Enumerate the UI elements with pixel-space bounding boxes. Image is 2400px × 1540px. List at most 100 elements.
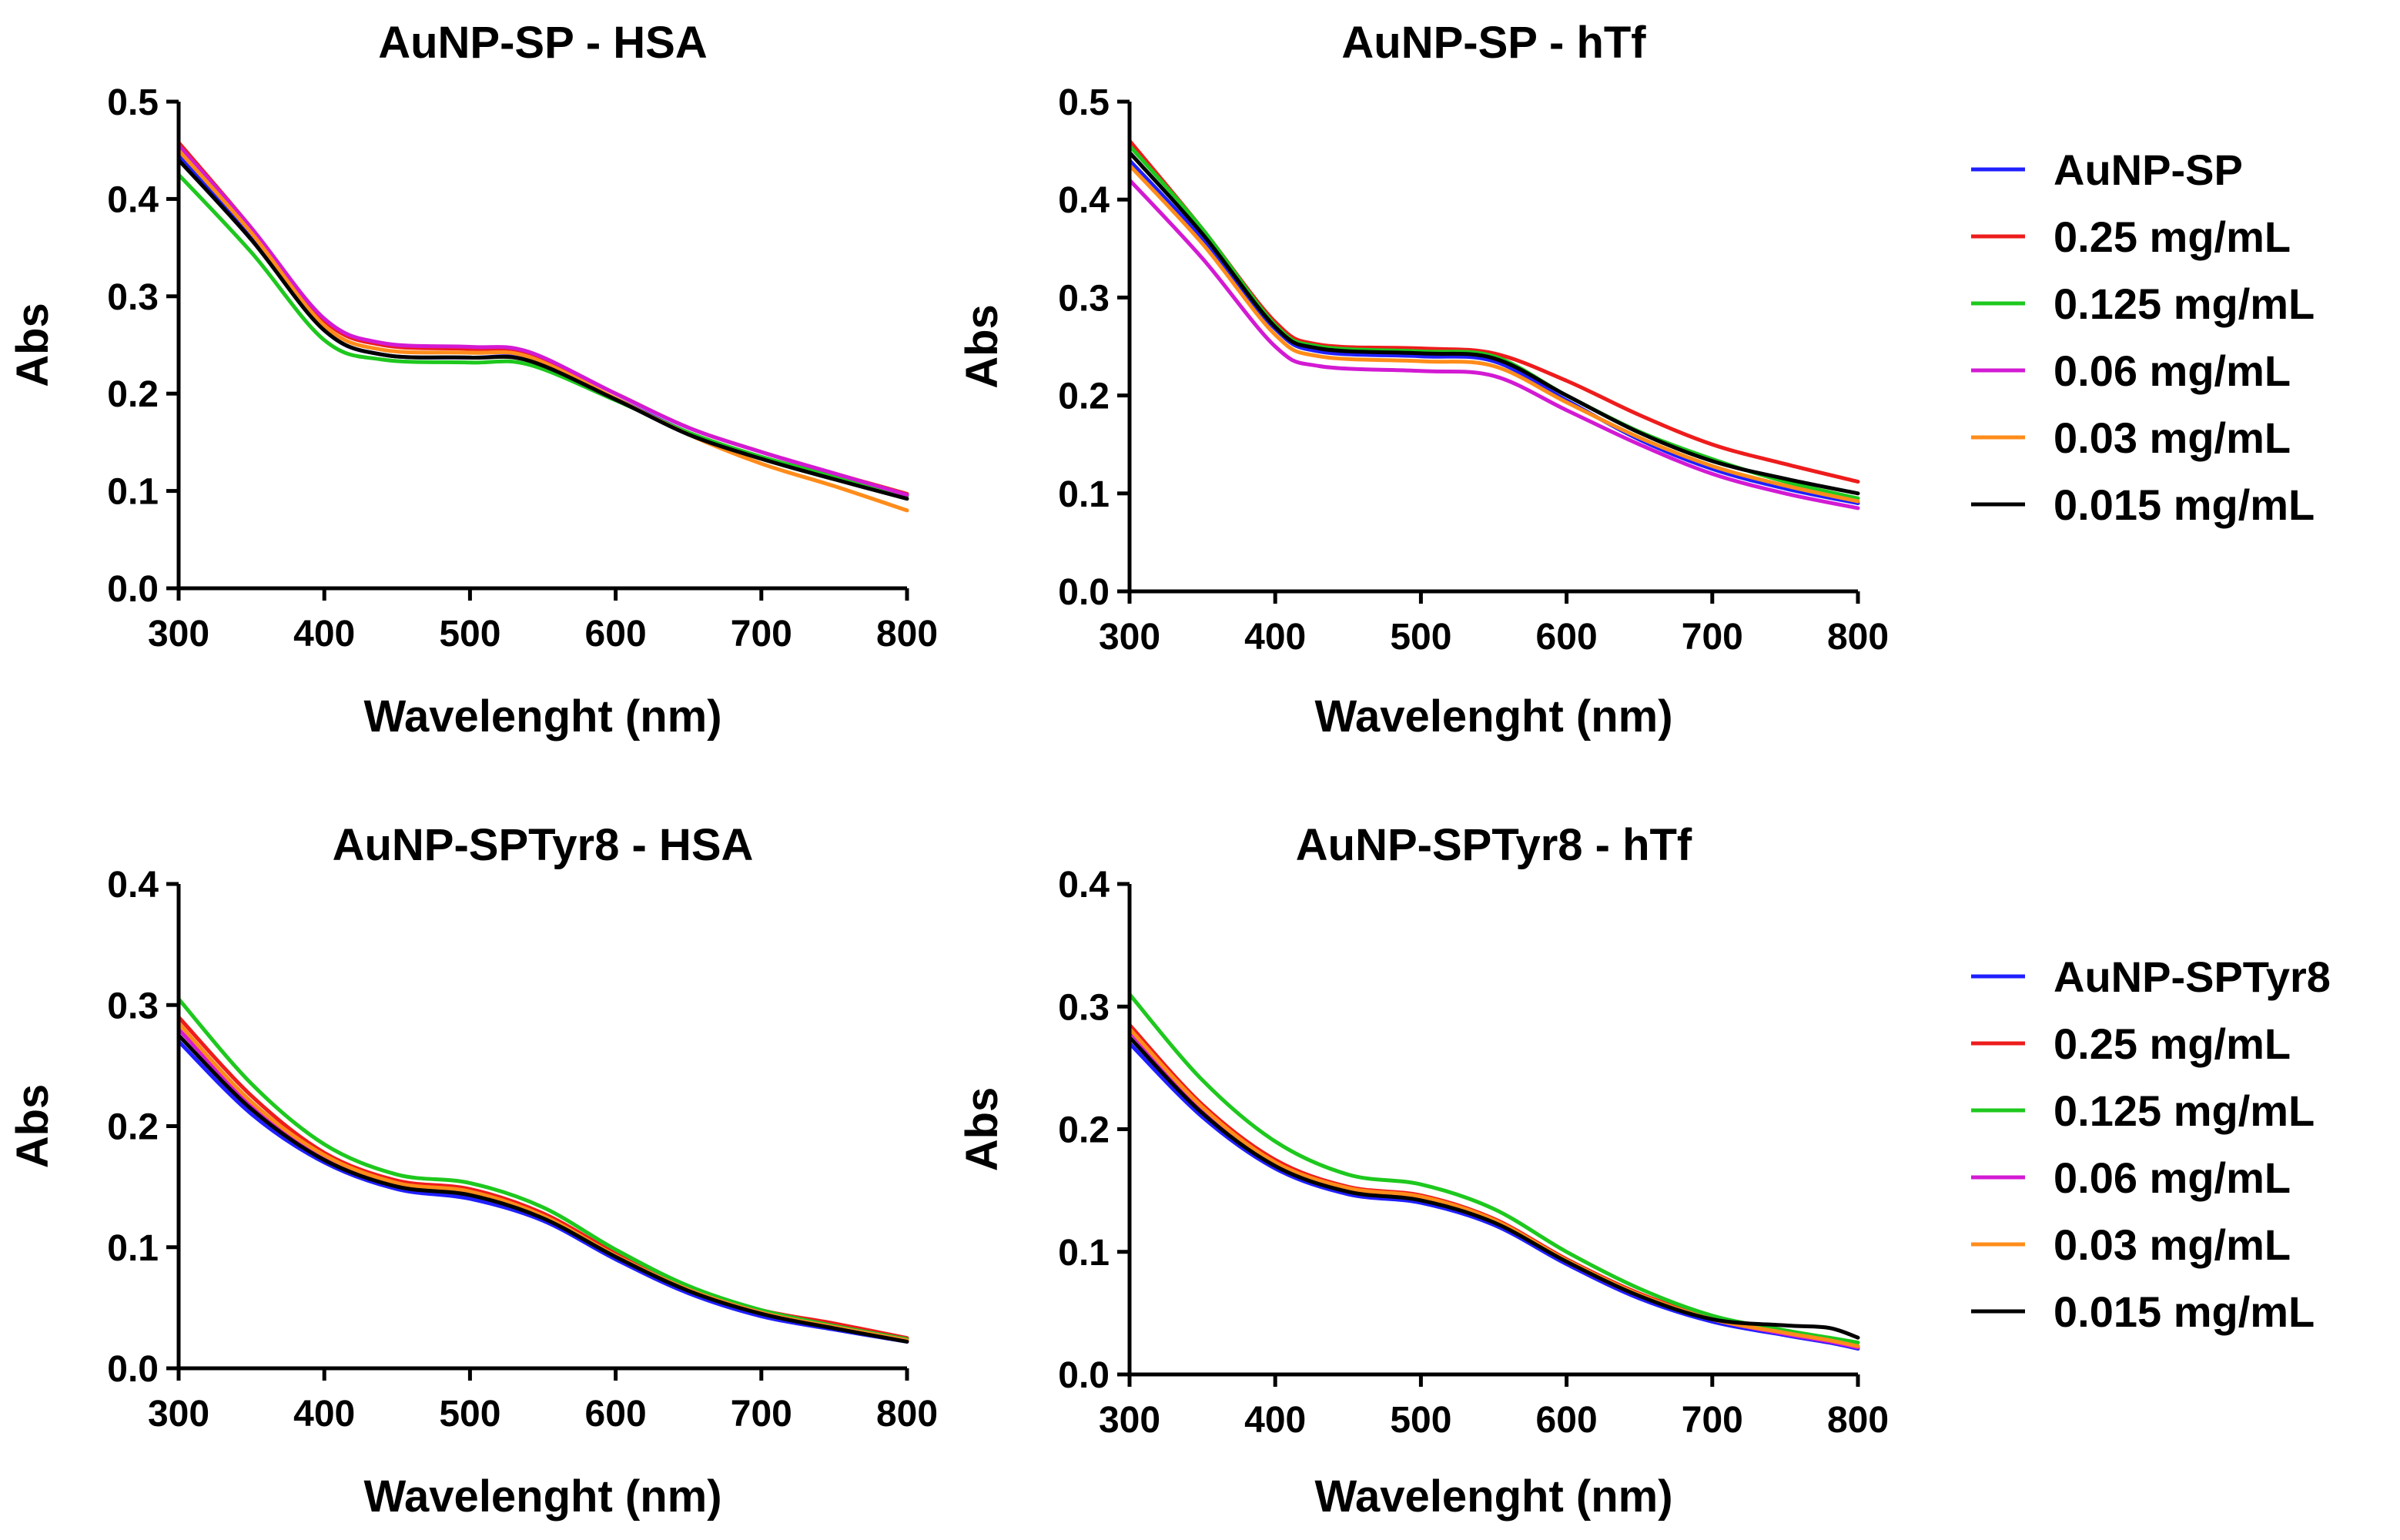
series-line-3 [1127, 178, 1860, 511]
series-line-5 [1127, 150, 1860, 496]
y-tick-label: 0.4 [1058, 865, 1110, 906]
y-tick-label: 0.3 [1058, 987, 1110, 1028]
y-tick-label: 0.5 [107, 82, 159, 123]
chart-panel-bl: AuNP-SPTyr8 - HSA 300 400 500 600 700 800 0.0 0.… [8, 820, 938, 1522]
legend-label: 0.06 mg/mL [2054, 346, 2291, 395]
x-tick-label: 600 [1536, 617, 1598, 658]
legend-label: 0.03 mg/mL [2054, 413, 2291, 462]
x-tick-label: 300 [148, 1394, 209, 1435]
chart-title: AuNP-SPTyr8 - hTf [1296, 820, 1692, 870]
x-tick-label: 700 [731, 1394, 792, 1435]
x-tick-label: 600 [585, 1394, 647, 1435]
legend-bottom: AuNP-SPTyr8 0.25 mg/mL 0.125 mg/mL 0.06 mg/… [1971, 952, 2331, 1336]
y-tick-label: 0.1 [1058, 1233, 1110, 1274]
series-line-2 [176, 996, 909, 1341]
x-axis-label: Wavelenght (nm) [363, 1471, 721, 1522]
x-tick-label: 500 [439, 614, 500, 654]
y-tick-label: 0.4 [107, 179, 159, 220]
series-line-5 [1127, 1035, 1860, 1340]
y-axis-label: Abs [957, 1087, 1007, 1172]
series-line-3 [1127, 1029, 1860, 1350]
x-tick-label: 300 [1099, 617, 1160, 658]
y-tick-label: 0.2 [1058, 1110, 1110, 1151]
y-tick-label: 0.0 [1058, 1355, 1110, 1396]
legend-label: 0.25 mg/mL [2054, 1019, 2291, 1068]
series-lines [1127, 139, 1860, 511]
chart-title: AuNP-SP - HSA [378, 18, 708, 68]
x-tick-label: 700 [1682, 617, 1743, 658]
y-tick-label: 0.0 [107, 569, 159, 610]
x-tick-label: 300 [1099, 1400, 1160, 1441]
legend-label: 0.125 mg/mL [2054, 1086, 2315, 1135]
y-tick-label: 0.4 [107, 865, 159, 906]
y-tick-label: 0.0 [107, 1349, 159, 1390]
series-line-4 [176, 148, 909, 513]
x-tick-label: 800 [1827, 617, 1889, 658]
series-line-1 [176, 140, 909, 496]
x-tick-label: 600 [585, 614, 647, 654]
series-line-4 [176, 1021, 909, 1343]
series-line-1 [1127, 139, 1860, 484]
y-axis-label: Abs [8, 1084, 58, 1169]
x-axis-label: Wavelenght (nm) [363, 691, 721, 742]
x-tick-label: 600 [1536, 1400, 1598, 1441]
legend-label: AuNP-SP [2054, 146, 2243, 194]
x-tick-label: 800 [1827, 1400, 1889, 1441]
y-tick-label: 0.2 [107, 1107, 159, 1148]
legend-label: 0.06 mg/mL [2054, 1153, 2291, 1202]
series-line-2 [176, 172, 909, 498]
x-axis-label: Wavelenght (nm) [1314, 691, 1672, 742]
y-tick-label: 0.2 [1058, 377, 1110, 417]
x-tick-label: 300 [148, 614, 209, 654]
series-line-1 [176, 1015, 909, 1341]
x-tick-label: 400 [293, 614, 355, 654]
y-axis-label: Abs [8, 303, 58, 387]
chart-title: AuNP-SP - hTf [1341, 18, 1646, 68]
series-line-1 [1127, 1023, 1860, 1348]
legend-label: 0.125 mg/mL [2054, 280, 2315, 328]
chart-panel-br: AuNP-SPTyr8 - hTf 300 400 500 600 700 800 0.0 0.… [957, 820, 1889, 1522]
series-line-2 [1127, 992, 1860, 1345]
y-tick-label: 0.0 [1058, 572, 1110, 613]
y-tick-label: 0.3 [107, 277, 159, 318]
series-line-5 [176, 158, 909, 501]
series-line-3 [176, 143, 909, 497]
x-tick-label: 500 [1390, 617, 1451, 658]
legend-top: AuNP-SP 0.25 mg/mL 0.125 mg/mL 0.06 mg/mL 0.… [1971, 146, 2315, 529]
y-tick-label: 0.2 [107, 374, 159, 415]
x-tick-label: 400 [293, 1394, 355, 1435]
legend-label: AuNP-SPTyr8 [2054, 952, 2331, 1001]
x-tick-label: 800 [876, 1394, 938, 1435]
x-tick-label: 500 [439, 1394, 500, 1435]
series-line-0 [176, 1039, 909, 1344]
series-line-5 [176, 1033, 909, 1344]
x-tick-label: 700 [1682, 1400, 1743, 1441]
x-tick-label: 500 [1390, 1400, 1451, 1441]
chart-title: AuNP-SPTyr8 - HSA [333, 820, 754, 870]
series-line-0 [176, 153, 909, 498]
y-tick-label: 0.1 [107, 472, 159, 513]
y-tick-label: 0.4 [1058, 180, 1110, 221]
x-tick-label: 400 [1244, 1400, 1306, 1441]
series-line-0 [1127, 158, 1860, 505]
chart-panel-tl: AuNP-SP - HSA 300 400 500 600 700 800 0.0 0.1 0.2… [8, 18, 938, 742]
series-lines [1127, 992, 1860, 1351]
x-tick-label: 400 [1244, 617, 1306, 658]
series-line-3 [176, 1027, 909, 1343]
series-line-2 [1127, 143, 1860, 500]
legend-label: 0.015 mg/mL [2054, 1287, 2315, 1336]
series-lines [176, 140, 909, 513]
series-line-4 [1127, 1026, 1860, 1348]
x-tick-label: 700 [731, 614, 792, 654]
y-axis-label: Abs [957, 304, 1007, 389]
y-tick-label: 0.3 [1058, 278, 1110, 319]
legend-label: 0.25 mg/mL [2054, 213, 2291, 261]
series-line-0 [1127, 1041, 1860, 1351]
series-line-4 [1127, 163, 1860, 504]
chart-panel-tr: AuNP-SP - hTf 300 400 500 600 700 800 0.0 0.1 0.2… [957, 18, 1889, 742]
x-tick-label: 800 [876, 614, 938, 654]
y-tick-label: 0.3 [107, 986, 159, 1026]
x-axis-label: Wavelenght (nm) [1314, 1471, 1672, 1522]
y-tick-label: 0.1 [1058, 474, 1110, 515]
